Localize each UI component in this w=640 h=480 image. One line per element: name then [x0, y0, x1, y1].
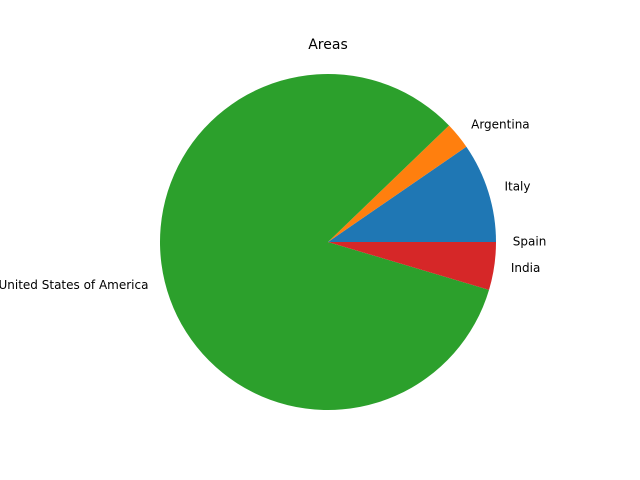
pie-slice-argentina: [328, 125, 467, 242]
pie-label-india: India: [511, 261, 540, 275]
pie-slices: [159, 74, 496, 411]
pie-label-spain: Spain: [513, 235, 547, 249]
chart-title: Areas: [308, 37, 348, 53]
pie-label-italy: Italy: [504, 180, 530, 194]
pie-slice-italy: [328, 146, 496, 242]
pie-labels: Spain Italy Argentina United States of Amer…: [0, 118, 546, 293]
pie-label-united-states-of-america: United States of America: [0, 278, 148, 292]
pie-slice-united-states-of-america: [159, 74, 490, 411]
pie-label-argentina: Argentina: [471, 118, 530, 132]
pie-slice-india: [328, 242, 496, 290]
